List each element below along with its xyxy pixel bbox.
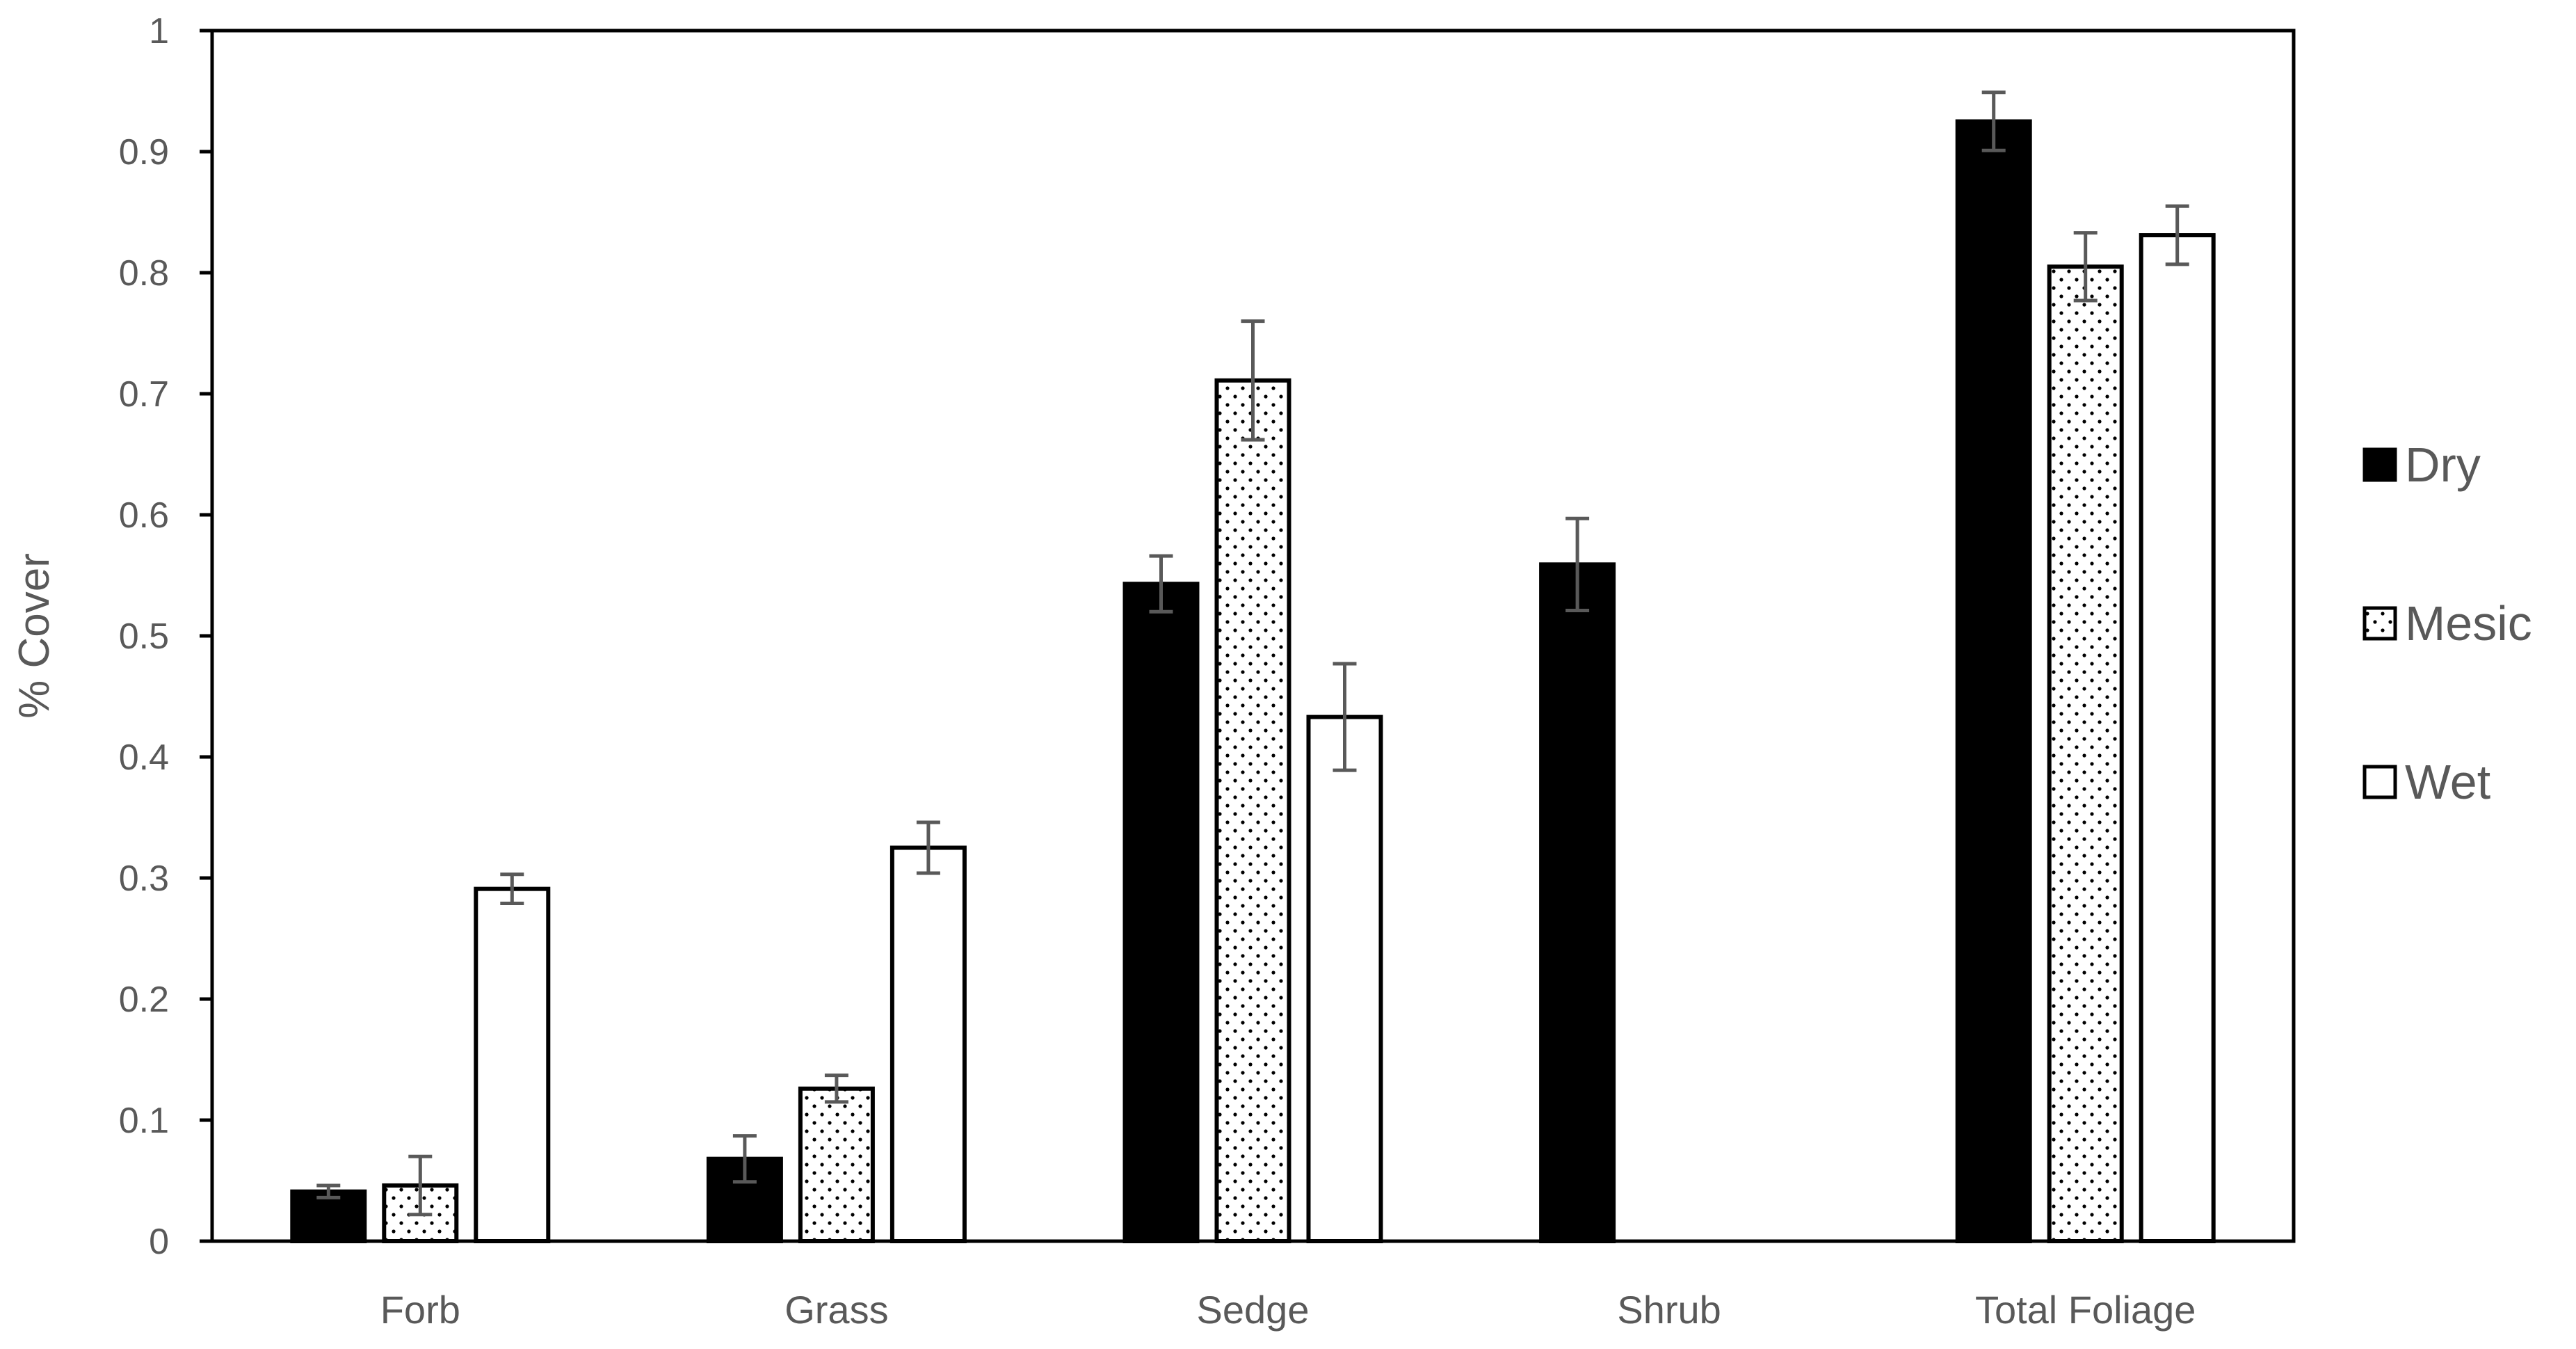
bar-mesic-grass: [798, 1086, 875, 1244]
y-axis-label: % Cover: [10, 553, 58, 719]
y-tick-label: 0.8: [119, 253, 169, 294]
legend-swatch-dry: [2362, 447, 2397, 482]
y-tick-label: 0.7: [119, 374, 169, 415]
y-tick-label: 0.9: [119, 132, 169, 173]
legend-label-wet: Wet: [2405, 755, 2490, 809]
x-tick-label: Shrub: [1617, 1288, 1721, 1332]
y-tick-label: 0.3: [119, 859, 169, 899]
y-tick-label: 0.1: [119, 1101, 169, 1141]
bar-wet-grass: [889, 845, 967, 1243]
bar-dry-shrub: [1539, 562, 1616, 1243]
y-tick-label: 1: [149, 11, 169, 51]
legend-swatch-mesic: [2362, 606, 2397, 641]
bar-wet-forb: [474, 886, 551, 1244]
y-tick-label: 0.2: [119, 980, 169, 1020]
bar-wet-total-foliage: [2139, 233, 2216, 1243]
x-tick-label: Grass: [784, 1288, 888, 1332]
x-tick-label: Total Foliage: [1975, 1288, 2196, 1332]
bar-dry-sedge: [1122, 582, 1200, 1243]
x-tick-label: Forb: [380, 1288, 460, 1332]
bar-mesic-sedge: [1214, 378, 1291, 1243]
bar-dry-total-foliage: [1955, 119, 2032, 1243]
y-tick-label: 0.5: [119, 616, 169, 657]
bar-wet-sedge: [1306, 715, 1383, 1243]
legend-label-dry: Dry: [2405, 438, 2481, 492]
legend-swatch-wet: [2362, 765, 2397, 799]
bar-mesic-total-foliage: [2047, 264, 2124, 1243]
legend-label-mesic: Mesic: [2405, 596, 2532, 650]
y-tick-label: 0: [149, 1222, 169, 1262]
y-tick-label: 0.6: [119, 495, 169, 536]
y-tick-label: 0.4: [119, 737, 169, 778]
x-tick-label: Sedge: [1197, 1288, 1310, 1332]
